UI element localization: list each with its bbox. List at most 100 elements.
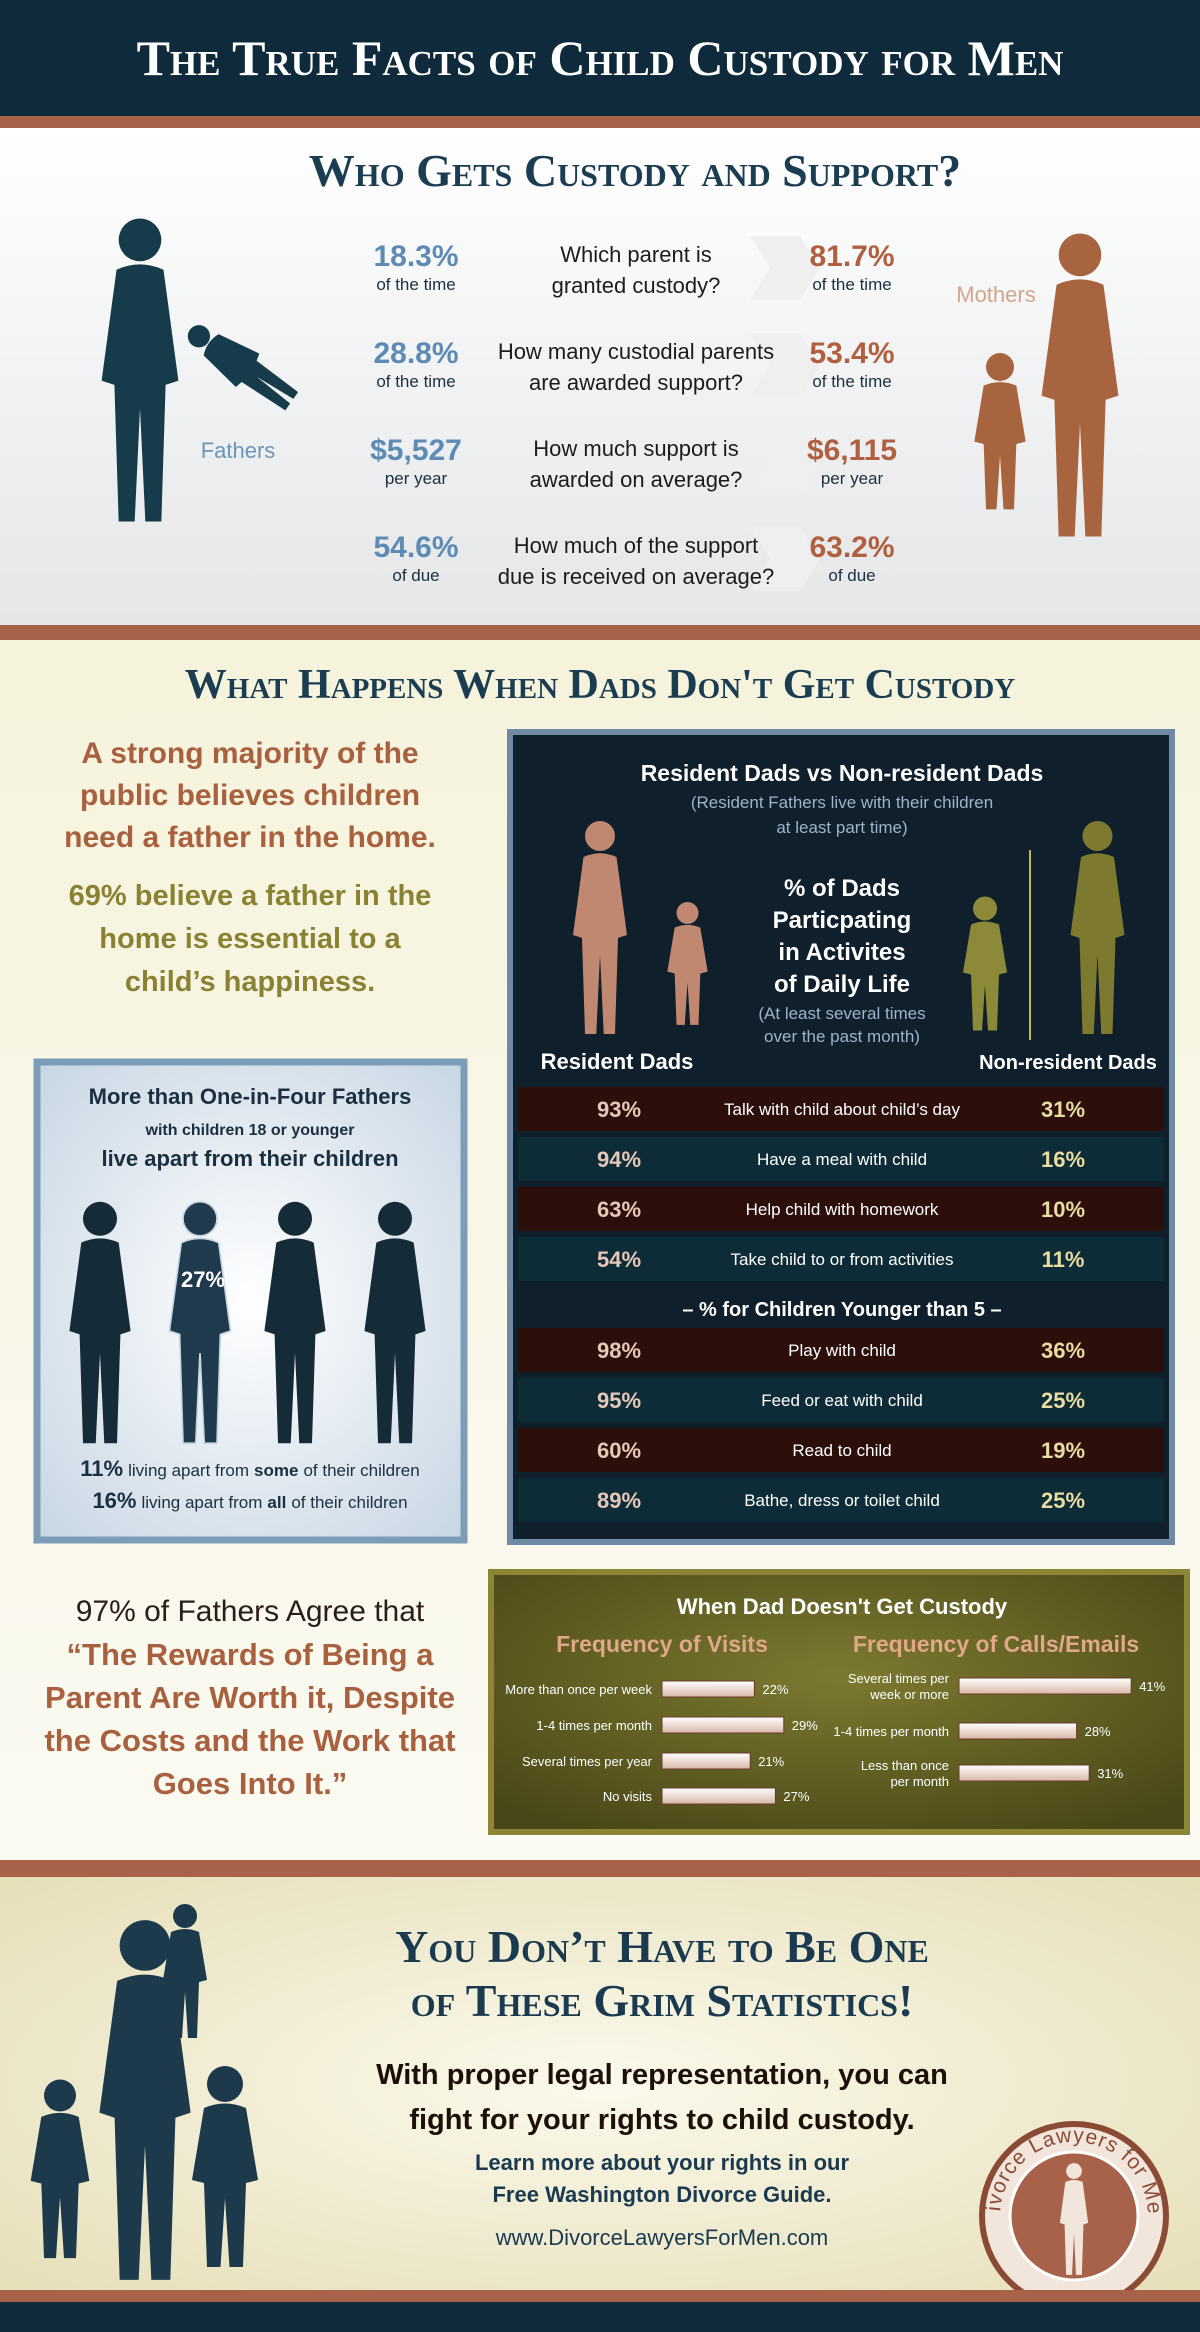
footer-title: You Don’t Have to Be One	[395, 1921, 929, 1972]
statement: public believes children	[80, 779, 420, 812]
mothers-unit: of the time	[812, 372, 891, 391]
mothers-value: 63.2%	[809, 531, 894, 564]
bar-label: More than once per week	[505, 1682, 652, 1697]
row-band	[518, 1328, 1164, 1372]
quote-text: “The Rewards of Being a	[67, 1637, 435, 1672]
row-band	[518, 1187, 1164, 1231]
statement: 69% believe a father in the	[69, 880, 432, 912]
resident-value: 95%	[597, 1388, 641, 1413]
resident-value: 89%	[597, 1488, 641, 1513]
bar-value: 41%	[1139, 1679, 1165, 1694]
apart-post: of their children	[303, 1461, 419, 1480]
quote: “The Rewards of Being a Parent Are Worth …	[44, 1637, 455, 1801]
question: Which parent is	[560, 242, 712, 267]
arrow	[750, 236, 820, 300]
nonresident-value: 36%	[1041, 1338, 1085, 1363]
bar-label: 1-4 times per month	[536, 1718, 652, 1733]
stripe	[0, 116, 1200, 128]
apart-lines: 11% living apart from some of their childre…	[80, 1456, 419, 1513]
row-band	[518, 1428, 1164, 1472]
activity: Bathe, dress or toilet child	[744, 1491, 940, 1510]
bar	[661, 1680, 755, 1698]
nonresident-value: 11%	[1042, 1247, 1085, 1272]
quote-lead: 97% of Fathers Agree that	[76, 1595, 425, 1628]
fathers-unit: of due	[392, 566, 439, 585]
bar-label: Several times per year	[522, 1754, 653, 1769]
apart-pct: 16%	[92, 1488, 136, 1513]
nonresident-label: Non-resident Dads	[979, 1052, 1157, 1074]
bar-value: 31%	[1097, 1766, 1123, 1781]
bar-label: Less than once	[861, 1758, 949, 1773]
activity: Play with child	[788, 1341, 896, 1360]
resident-value: 63%	[597, 1197, 641, 1222]
fathers-unit: per year	[385, 469, 448, 488]
frequency-panel	[488, 1569, 1190, 1835]
activities-heading: Particpating	[773, 907, 912, 934]
frequency-title: When Dad Doesn't Get Custody	[677, 1594, 1008, 1619]
statement: child’s happiness.	[125, 966, 375, 998]
fathers-value: 28.8%	[373, 337, 458, 370]
apart-emphasis: all	[267, 1493, 286, 1512]
activities-heading: in Activites	[778, 939, 905, 966]
bar	[661, 1716, 785, 1734]
statement: home is essential to a	[99, 923, 401, 955]
frequency-subtitle: Frequency of Visits	[556, 1631, 768, 1657]
activity: Talk with child about child’s day	[724, 1100, 960, 1119]
section-title: What Happens When Dads Don't Get Custody	[185, 662, 1015, 708]
bar-value: 27%	[783, 1789, 809, 1804]
mothers-value: 53.4%	[809, 337, 894, 370]
apart-line: 16% living apart from all of their children	[92, 1488, 407, 1513]
bar	[958, 1764, 1090, 1782]
footer-message: fight for your rights to child custody.	[409, 2104, 914, 2136]
apart-figure: 27%	[181, 1267, 225, 1292]
arrow	[750, 333, 820, 397]
fathers-value: 18.3%	[373, 240, 458, 273]
activity: Help child with homework	[746, 1200, 939, 1219]
statement: need a father in the home.	[64, 821, 436, 854]
footer-guide: Learn more about your rights in our	[475, 2150, 849, 2175]
question: How much support is	[533, 436, 738, 461]
footer-message: With proper legal representation, you ca…	[376, 2059, 948, 2091]
fathers-value: $5,527	[370, 434, 462, 467]
mothers-unit: of the time	[812, 275, 891, 294]
fathers-unit: of the time	[376, 372, 455, 391]
apart-post: of their children	[291, 1493, 407, 1512]
apart-pre: living apart from	[128, 1461, 249, 1480]
nonresident-value: 25%	[1041, 1488, 1085, 1513]
bar-label: per month	[890, 1774, 949, 1789]
activities-subtitle: (Resident Fathers live with their childr…	[691, 793, 993, 812]
footer-title: of These Grim Statistics!	[411, 1975, 914, 2026]
activities-note: (At least several times	[758, 1004, 925, 1023]
bar-value: 22%	[762, 1682, 788, 1697]
apart-heading: More than One-in-Four Fathers	[89, 1084, 412, 1109]
arrow	[750, 527, 820, 591]
row-band	[518, 1237, 1164, 1281]
resident-label: Resident Dads	[541, 1049, 694, 1074]
activities-note: over the past month)	[764, 1027, 920, 1046]
nonresident-value: 19%	[1041, 1438, 1085, 1463]
stripe	[0, 625, 1200, 640]
row-band	[518, 1478, 1164, 1522]
mothers-value: $6,115	[807, 434, 897, 467]
apart-pct: 11%	[80, 1456, 123, 1481]
apart-line: 11% living apart from some of their childre…	[80, 1456, 419, 1481]
arrow	[750, 430, 820, 494]
mothers-unit: per year	[821, 469, 884, 488]
stripe	[0, 2290, 1200, 2302]
activities-heading: % of Dads	[784, 875, 900, 902]
footer-bar	[0, 2302, 1200, 2332]
bar-value: 29%	[792, 1718, 818, 1733]
mothers-value: 81.7%	[809, 240, 894, 273]
nonresident-value: 10%	[1041, 1197, 1085, 1222]
footer-url: www.DivorceLawyersForMen.com	[495, 2225, 829, 2250]
question: due is received on average?	[498, 564, 774, 589]
stripe	[0, 1860, 1200, 1877]
activities: Resident Dads vs Non-resident Dads (Resid…	[518, 760, 1164, 1522]
apart-emphasis: some	[254, 1461, 298, 1480]
resident-value: 93%	[597, 1097, 641, 1122]
frequency-subtitle: Frequency of Calls/Emails	[853, 1631, 1139, 1657]
activity: Feed or eat with child	[761, 1391, 923, 1410]
apart-pre: living apart from	[141, 1493, 262, 1512]
